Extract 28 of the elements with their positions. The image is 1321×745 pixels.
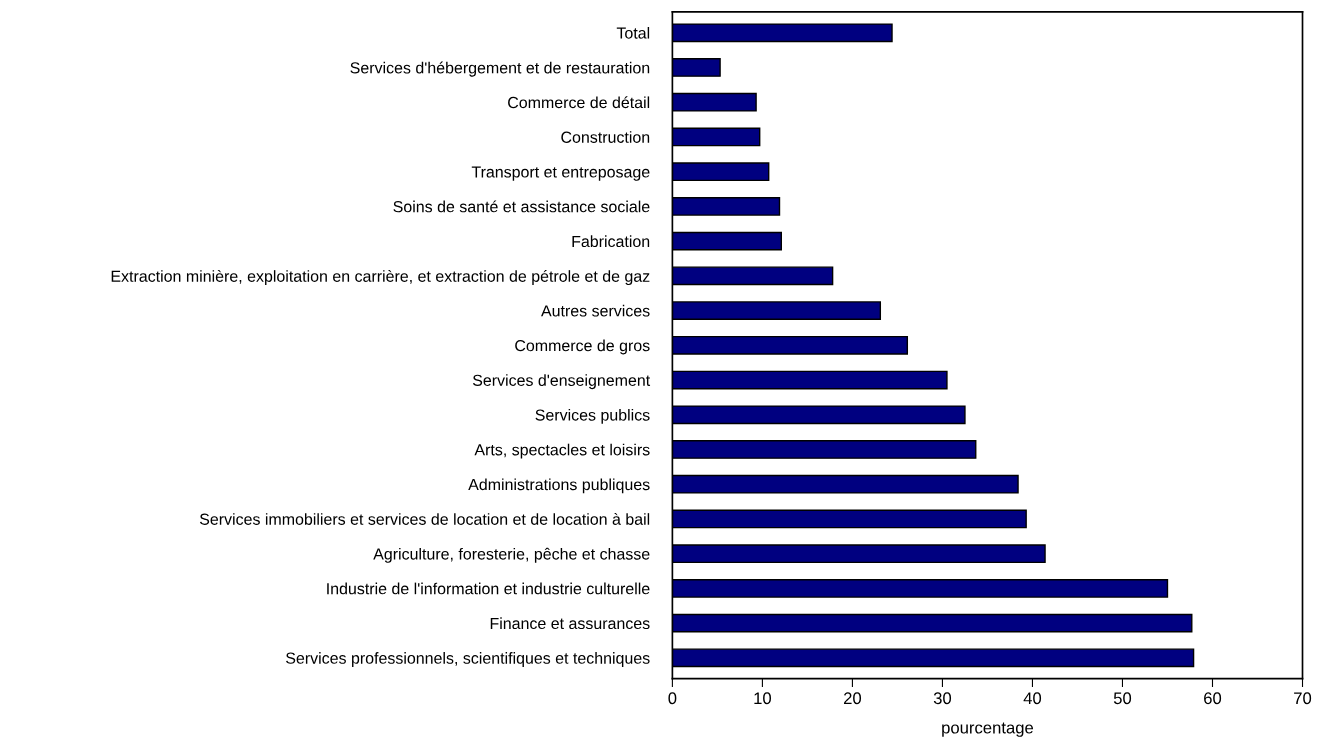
y-tick-label: Services immobiliers et services de location et de location à bail xyxy=(199,512,650,525)
y-tick-label: Fabrication xyxy=(572,235,650,248)
x-tick-label: 50 xyxy=(1113,692,1132,705)
y-tick-label: Commerce de détail xyxy=(508,96,650,109)
y-tick-label: Extraction minière, exploitation en carrière, et extraction de pétrole et de gaz xyxy=(111,269,650,286)
y-tick-label: Finance et assurances xyxy=(490,617,650,630)
x-axis-title: pourcentage xyxy=(942,722,1034,737)
x-tick-label: 40 xyxy=(1023,692,1042,705)
y-tick-label: Services d'hébergement et de restauration xyxy=(350,61,650,77)
y-tick-label: Commerce de gros xyxy=(515,339,650,355)
x-tick-label: 10 xyxy=(754,692,772,705)
y-tick-label: Arts, spectacles et loisirs xyxy=(474,443,650,459)
x-tick-label: 60 xyxy=(1204,692,1222,705)
x-tick-label: 70 xyxy=(1294,692,1312,705)
y-tick-label: Transport et entreposage xyxy=(471,166,650,181)
y-tick-label: Services professionnels, scientifiques et techniques xyxy=(286,652,650,667)
y-tick-label: Administrations publiques xyxy=(468,478,650,494)
y-tick-label: Services d'enseignement xyxy=(472,374,651,390)
y-tick-label: Construction xyxy=(561,131,650,143)
y-tick-label: Services publics xyxy=(535,408,650,424)
x-tick-label: 20 xyxy=(843,692,862,705)
y-tick-label: Autres services xyxy=(541,304,650,317)
y-tick-label: Industrie de l'information et industrie culturelle xyxy=(327,582,650,595)
y-tick-label: Total xyxy=(616,26,650,39)
x-tick-label: 30 xyxy=(933,692,952,705)
y-tick-label: Soins de santé et assistance sociale xyxy=(393,200,650,213)
x-tick-label: 0 xyxy=(668,692,677,705)
y-tick-label: Agriculture, foresterie, pêche et chasse xyxy=(373,547,650,563)
